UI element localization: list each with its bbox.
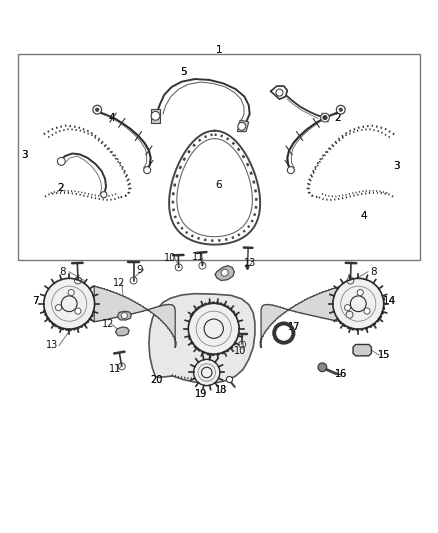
Text: 14: 14 (382, 296, 396, 305)
Circle shape (44, 278, 95, 329)
Text: 4: 4 (360, 211, 367, 221)
Circle shape (151, 111, 160, 120)
Text: 8: 8 (59, 266, 66, 277)
Text: 19: 19 (194, 390, 207, 399)
Text: 15: 15 (378, 350, 391, 360)
Text: 3: 3 (393, 161, 400, 171)
Text: 1: 1 (215, 45, 223, 55)
Text: 6: 6 (215, 181, 223, 190)
Text: 18: 18 (215, 385, 227, 395)
Text: 5: 5 (180, 68, 187, 77)
Circle shape (339, 108, 343, 111)
Text: 2: 2 (334, 114, 341, 124)
Text: 18: 18 (215, 385, 227, 395)
Circle shape (95, 108, 99, 111)
Circle shape (276, 89, 283, 96)
Text: 13: 13 (46, 341, 58, 350)
Polygon shape (117, 311, 131, 320)
Circle shape (93, 106, 102, 114)
Text: 20: 20 (151, 375, 163, 385)
Text: 19: 19 (194, 390, 207, 399)
Polygon shape (237, 120, 249, 132)
Text: 16: 16 (335, 369, 347, 379)
Text: 2: 2 (57, 183, 64, 192)
Polygon shape (151, 109, 160, 123)
Bar (18, 54, 420, 260)
Circle shape (287, 167, 294, 174)
Text: 6: 6 (215, 181, 223, 190)
Text: 4: 4 (108, 114, 115, 124)
Circle shape (226, 376, 233, 383)
Text: 7: 7 (32, 296, 39, 305)
Text: 13: 13 (244, 258, 256, 268)
Circle shape (357, 289, 364, 296)
Circle shape (345, 304, 351, 311)
Polygon shape (353, 344, 371, 356)
Circle shape (57, 157, 65, 165)
Text: 2: 2 (334, 114, 341, 124)
Polygon shape (260, 286, 342, 348)
Text: 16: 16 (335, 369, 347, 379)
Text: 12: 12 (102, 319, 115, 329)
Text: 3: 3 (21, 150, 28, 160)
Circle shape (318, 363, 327, 372)
Text: 5: 5 (180, 68, 187, 77)
Text: 7: 7 (32, 296, 39, 305)
Circle shape (321, 113, 329, 122)
Text: 3: 3 (21, 150, 28, 160)
Circle shape (144, 167, 151, 174)
Circle shape (68, 289, 74, 296)
Text: 11: 11 (192, 252, 204, 262)
Text: 9: 9 (136, 264, 143, 274)
Text: 12: 12 (113, 278, 125, 288)
Text: 8: 8 (370, 266, 377, 277)
Circle shape (323, 115, 327, 120)
Polygon shape (94, 286, 176, 348)
Circle shape (364, 308, 370, 314)
Polygon shape (215, 265, 234, 280)
Circle shape (75, 308, 81, 314)
Text: 10: 10 (234, 346, 246, 356)
Text: 2: 2 (57, 183, 64, 192)
Text: 4: 4 (108, 114, 115, 124)
Text: 9: 9 (368, 315, 375, 325)
Circle shape (194, 359, 220, 386)
Circle shape (238, 123, 246, 130)
Text: 17: 17 (288, 322, 300, 332)
Circle shape (121, 312, 127, 319)
Circle shape (221, 269, 228, 276)
Text: 15: 15 (378, 350, 391, 360)
Text: 11: 11 (109, 365, 121, 374)
Circle shape (188, 303, 239, 354)
Polygon shape (149, 294, 255, 383)
Text: 1: 1 (215, 45, 223, 55)
Circle shape (56, 304, 62, 311)
Text: 4: 4 (360, 211, 367, 221)
Text: 10: 10 (164, 253, 176, 263)
Circle shape (333, 278, 384, 329)
Text: 17: 17 (288, 322, 300, 332)
Text: 14: 14 (382, 296, 396, 305)
Text: 3: 3 (393, 161, 400, 171)
Circle shape (336, 106, 345, 114)
Circle shape (101, 191, 107, 198)
Text: 20: 20 (151, 375, 163, 385)
Polygon shape (116, 327, 129, 336)
